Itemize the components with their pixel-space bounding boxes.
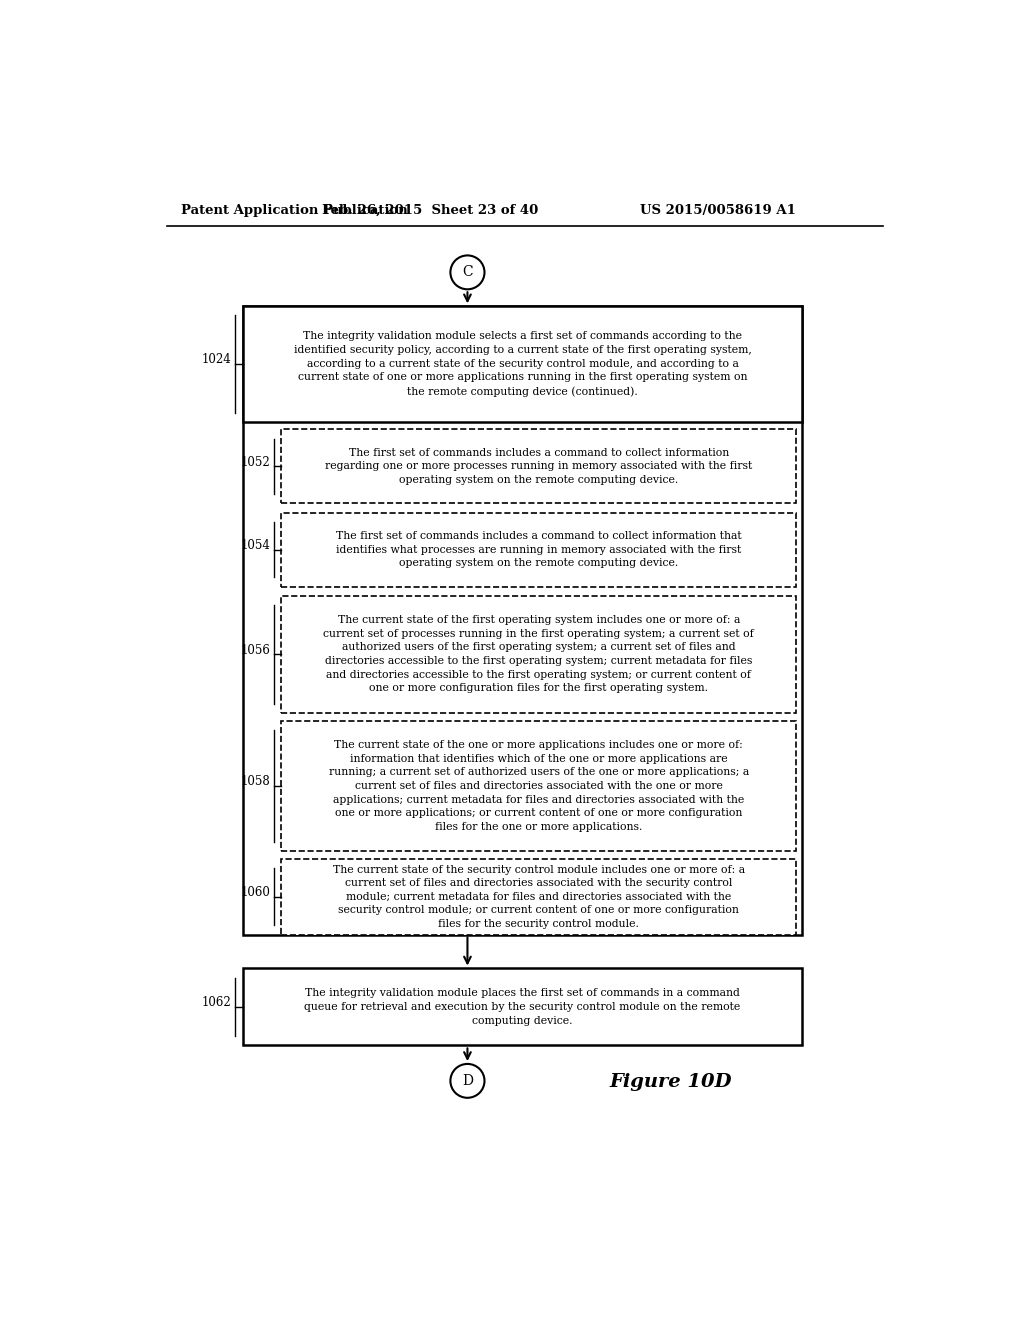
Text: 1060: 1060 — [241, 886, 270, 899]
Text: Feb. 26, 2015  Sheet 23 of 40: Feb. 26, 2015 Sheet 23 of 40 — [323, 205, 539, 218]
Text: The current state of the one or more applications includes one or more of:
infor: The current state of the one or more app… — [329, 741, 749, 832]
Bar — [282, 429, 796, 503]
Text: 1024: 1024 — [202, 354, 231, 367]
Text: The first set of commands includes a command to collect information
regarding on: The first set of commands includes a com… — [326, 447, 753, 484]
Text: Patent Application Publication: Patent Application Publication — [180, 205, 408, 218]
Text: The current state of the first operating system includes one or more of: a
curre: The current state of the first operating… — [324, 615, 754, 693]
Bar — [282, 721, 796, 851]
Text: The first set of commands includes a command to collect information that
identif: The first set of commands includes a com… — [336, 531, 741, 568]
Text: C: C — [462, 265, 473, 280]
Text: 1054: 1054 — [241, 539, 270, 552]
Text: D: D — [462, 1074, 473, 1088]
Text: Figure 10D: Figure 10D — [609, 1073, 732, 1092]
Bar — [243, 306, 802, 422]
Bar — [282, 595, 796, 713]
Text: 1062: 1062 — [202, 997, 231, 1010]
Text: The current state of the security control module includes one or more of: a
curr: The current state of the security contro… — [333, 865, 744, 929]
Text: 1056: 1056 — [241, 644, 270, 657]
Text: US 2015/0058619 A1: US 2015/0058619 A1 — [640, 205, 796, 218]
Text: The integrity validation module selects a first set of commands according to the: The integrity validation module selects … — [294, 331, 752, 396]
Bar — [282, 859, 796, 935]
Bar — [243, 969, 802, 1045]
Text: 1058: 1058 — [241, 775, 270, 788]
Text: The integrity validation module places the first set of commands in a command
qu: The integrity validation module places t… — [304, 989, 740, 1026]
Text: 1052: 1052 — [241, 455, 270, 469]
Bar — [282, 512, 796, 586]
Bar — [243, 306, 802, 935]
